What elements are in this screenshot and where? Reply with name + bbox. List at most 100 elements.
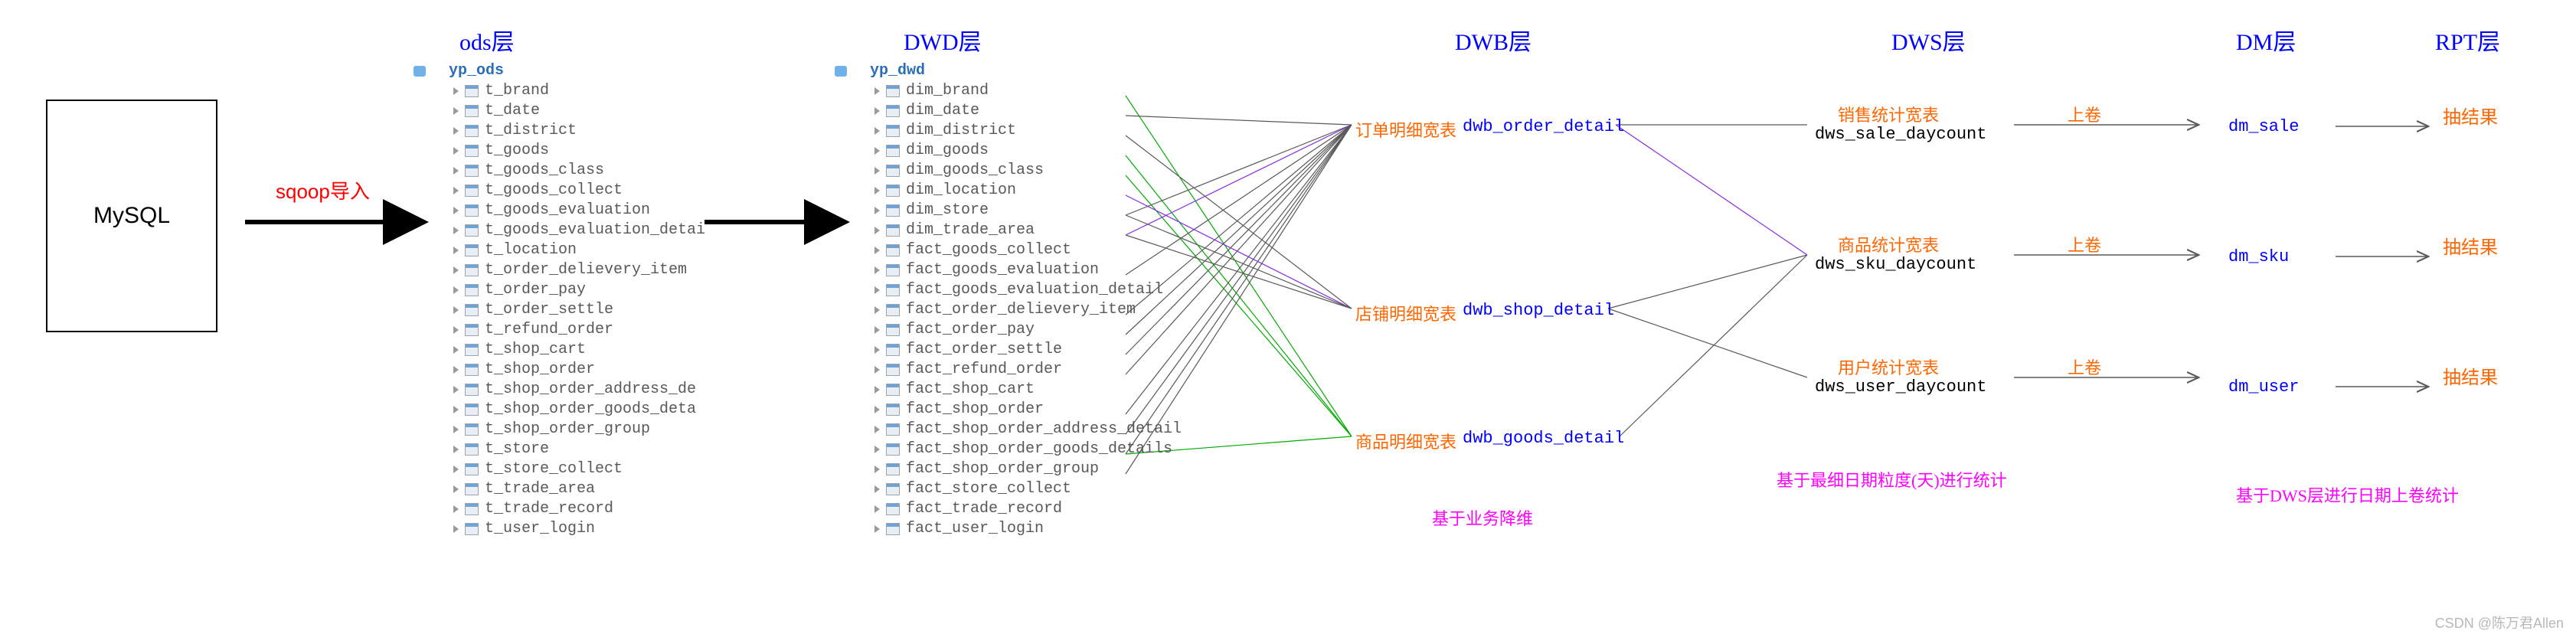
table-icon	[465, 523, 479, 535]
table-name: dim_location	[906, 181, 1016, 201]
layer-header-dws: DWS层	[1891, 23, 1966, 57]
table-icon	[886, 324, 900, 336]
table-row: dim_store	[874, 201, 1182, 220]
tree-collapsed-icon	[453, 426, 459, 433]
tree-collapsed-icon	[453, 147, 459, 155]
tree-collapsed-icon	[874, 406, 880, 413]
database-icon	[835, 66, 847, 77]
table-row: t_trade_record	[453, 499, 705, 519]
note-dwb: 基于业务降维	[1432, 505, 1533, 530]
table-row: t_store	[453, 439, 705, 459]
tree-collapsed-icon	[874, 505, 880, 513]
tree-collapsed-icon	[453, 386, 459, 394]
table-row: t_order_settle	[453, 300, 705, 320]
tree-collapsed-icon	[453, 346, 459, 354]
tree-dwd: yp_dwddim_branddim_datedim_districtdim_g…	[858, 61, 1182, 539]
table-icon	[886, 403, 900, 416]
layer-header-dm: DM层	[2236, 23, 2296, 57]
table-name: t_goods_class	[485, 161, 604, 181]
tree-collapsed-icon	[874, 366, 880, 374]
table-name: t_order_delievery_item	[485, 260, 687, 280]
tree-collapsed-icon	[874, 207, 880, 214]
table-icon	[465, 244, 479, 256]
table-icon	[465, 503, 479, 515]
layer-header-dwb: DWB层	[1455, 23, 1532, 57]
table-name: fact_refund_order	[906, 360, 1062, 380]
table-row: fact_order_delievery_item	[874, 300, 1182, 320]
dws-node-en-dws_sale: dws_sale_daycount	[1815, 125, 1986, 144]
table-row: fact_order_pay	[874, 320, 1182, 340]
tree-collapsed-icon	[453, 366, 459, 374]
table-row: fact_shop_order_address_detail	[874, 420, 1182, 439]
table-row: dim_trade_area	[874, 220, 1182, 240]
table-name: dim_brand	[906, 81, 989, 101]
table-row: fact_shop_order	[874, 400, 1182, 420]
note-dm: 基于DWS层进行日期上卷统计	[2236, 482, 2459, 507]
rpt-result-2: 抽结果	[2443, 362, 2498, 389]
table-row: dim_goods_class	[874, 161, 1182, 181]
table-name: fact_shop_order_address_detail	[906, 420, 1182, 439]
table-icon	[886, 185, 900, 197]
table-icon	[886, 503, 900, 515]
table-icon	[886, 105, 900, 117]
table-name: t_date	[485, 101, 540, 121]
table-icon	[886, 483, 900, 495]
table-row: dim_brand	[874, 81, 1182, 101]
table-name: t_store_collect	[485, 459, 623, 479]
table-icon	[465, 344, 479, 356]
tree-collapsed-icon	[453, 326, 459, 334]
table-name: fact_goods_collect	[906, 240, 1071, 260]
table-row: t_order_pay	[453, 280, 705, 300]
tree-root-label: yp_dwd	[870, 61, 925, 81]
table-row: dim_district	[874, 121, 1182, 141]
table-row: t_goods	[453, 141, 705, 161]
tree-collapsed-icon	[453, 167, 459, 175]
table-icon	[465, 165, 479, 177]
dws-node-en-dws_sku: dws_sku_daycount	[1815, 255, 1976, 274]
dwb-node-en-dwb_goods: dwb_goods_detail	[1463, 429, 1624, 448]
table-icon	[465, 483, 479, 495]
table-icon	[886, 224, 900, 237]
table-row: fact_goods_evaluation_detail	[874, 280, 1182, 300]
tree-collapsed-icon	[453, 406, 459, 413]
table-name: t_location	[485, 240, 577, 260]
tree-collapsed-icon	[453, 466, 459, 473]
table-icon	[886, 423, 900, 436]
table-icon	[465, 403, 479, 416]
table-icon	[886, 244, 900, 256]
tree-collapsed-icon	[874, 485, 880, 493]
table-name: dim_goods	[906, 141, 989, 161]
tree-collapsed-icon	[874, 446, 880, 453]
table-name: dim_date	[906, 101, 979, 121]
table-name: t_shop_order_address_de	[485, 380, 696, 400]
tree-collapsed-icon	[874, 426, 880, 433]
mysql-source-box: MySQL	[46, 100, 217, 332]
table-row: fact_shop_order_goods_details	[874, 439, 1182, 459]
dm-node-1: dm_sku	[2228, 247, 2289, 266]
table-icon	[465, 125, 479, 137]
table-icon	[886, 125, 900, 137]
tree-root-label: yp_ods	[449, 61, 504, 81]
tree-ods: yp_odst_brandt_datet_districtt_goodst_go…	[436, 61, 705, 539]
tree-collapsed-icon	[453, 525, 459, 533]
table-icon	[886, 264, 900, 276]
sqoop-label: sqoop导入	[276, 176, 370, 204]
table-icon	[465, 443, 479, 456]
dm-node-0: dm_sale	[2228, 117, 2299, 136]
table-row: t_shop_order_goods_deta	[453, 400, 705, 420]
table-row: fact_user_login	[874, 519, 1182, 539]
table-row: fact_shop_cart	[874, 380, 1182, 400]
table-name: fact_order_settle	[906, 340, 1062, 360]
dwb-node-en-dwb_shop: dwb_shop_detail	[1463, 301, 1614, 320]
table-row: t_goods_evaluation	[453, 201, 705, 220]
table-row: t_goods_evaluation_detai	[453, 220, 705, 240]
table-row: t_brand	[453, 81, 705, 101]
table-name: dim_district	[906, 121, 1016, 141]
credit-label: CSDN @陈万君Allen	[2435, 612, 2564, 632]
table-name: dim_store	[906, 201, 989, 220]
table-icon	[886, 344, 900, 356]
table-row: t_goods_collect	[453, 181, 705, 201]
tree-collapsed-icon	[874, 167, 880, 175]
table-name: t_shop_cart	[485, 340, 586, 360]
dwb-node-en-dwb_order: dwb_order_detail	[1463, 117, 1624, 136]
